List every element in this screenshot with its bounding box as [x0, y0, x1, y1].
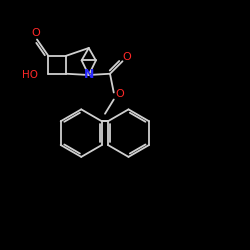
Text: N: N: [84, 68, 94, 82]
Text: O: O: [116, 89, 124, 99]
Text: O: O: [122, 52, 132, 62]
Text: O: O: [32, 28, 40, 38]
Text: HO: HO: [22, 70, 38, 80]
